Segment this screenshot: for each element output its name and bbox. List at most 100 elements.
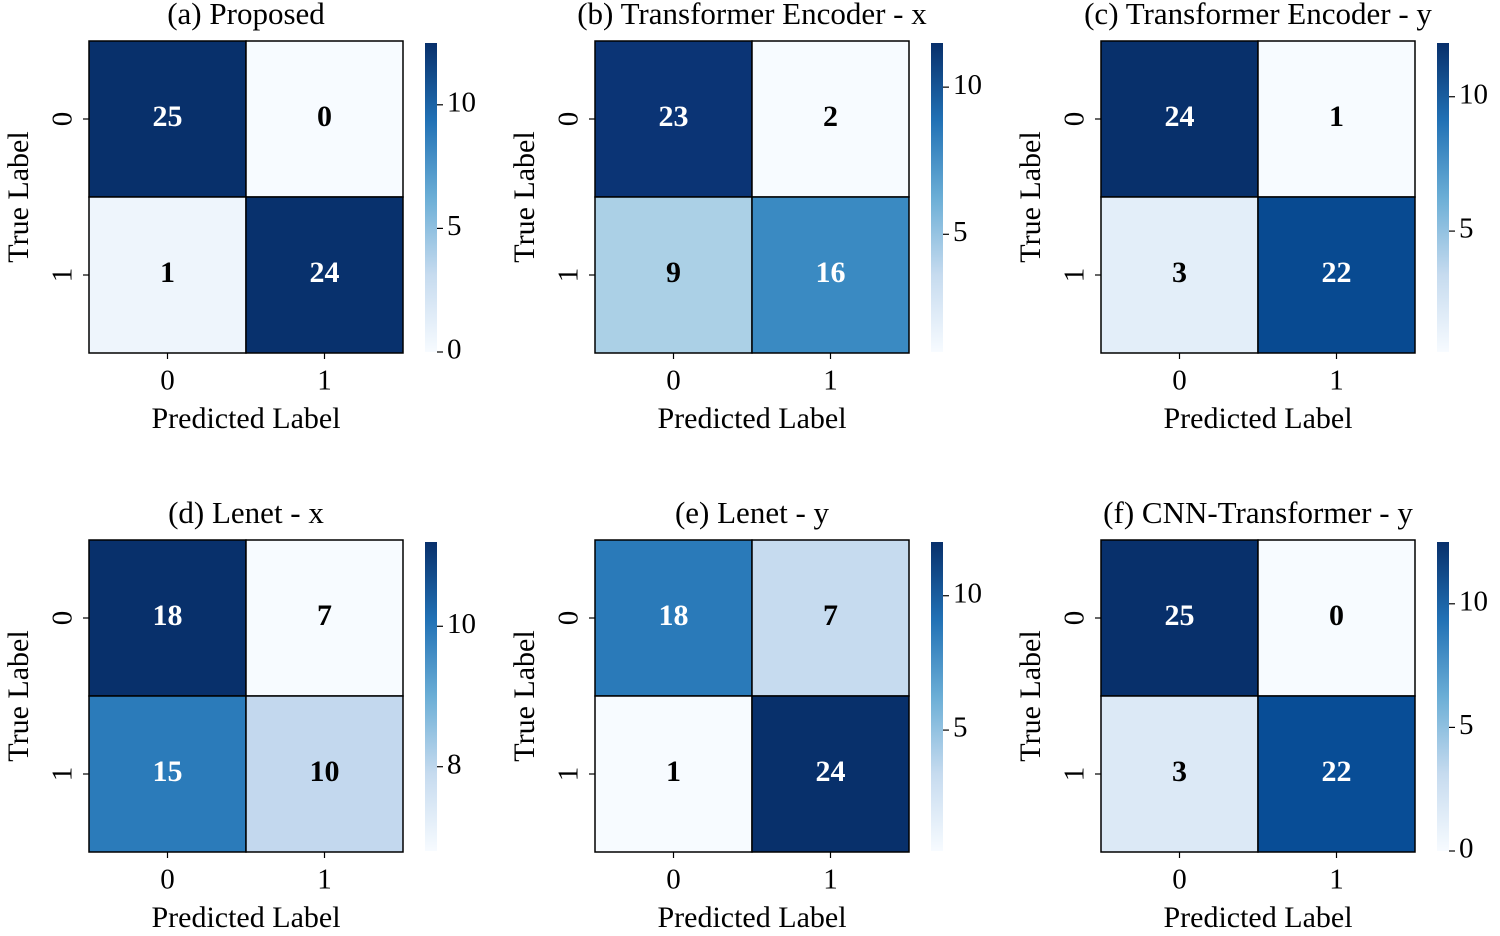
cell-label: 16 bbox=[816, 256, 846, 289]
colorbar-tick-label: 0 bbox=[1459, 833, 1474, 865]
cell-label: 24 bbox=[1165, 100, 1195, 133]
chart-title: (d) Lenet - x bbox=[168, 495, 324, 530]
x-axis-label: Predicted Label bbox=[1163, 901, 1352, 934]
y-axis-label: True Label bbox=[508, 630, 541, 761]
cell-label: 3 bbox=[1172, 256, 1187, 289]
heatmap-cell bbox=[1100, 40, 1259, 198]
y-tick-label: 1 bbox=[1059, 767, 1091, 782]
cell-label: 25 bbox=[153, 100, 183, 133]
cell-label: 25 bbox=[1165, 599, 1195, 632]
y-tick-label: 0 bbox=[1059, 112, 1091, 127]
heatmap-cell bbox=[1257, 695, 1416, 853]
colorbar-tick-label: 5 bbox=[1459, 213, 1474, 245]
cell-label: 2 bbox=[823, 100, 838, 133]
colorbar-tick-label: 10 bbox=[1459, 585, 1488, 617]
y-tick-label: 0 bbox=[47, 611, 79, 626]
cell-label: 15 bbox=[153, 755, 183, 788]
colorbar-tick-label: 5 bbox=[953, 712, 968, 744]
heatmap-cell bbox=[88, 196, 247, 354]
heatmap-cell bbox=[751, 40, 910, 198]
y-axis-label: True Label bbox=[2, 630, 35, 761]
x-tick-label: 0 bbox=[160, 864, 175, 896]
y-tick-label: 1 bbox=[1059, 268, 1091, 283]
y-axis-label: True Label bbox=[508, 131, 541, 262]
cell-label: 0 bbox=[317, 100, 332, 133]
colorbar-tick-label: 8 bbox=[447, 748, 462, 780]
cell-label: 10 bbox=[310, 755, 340, 788]
x-axis-label: Predicted Label bbox=[657, 402, 846, 435]
x-tick-label: 0 bbox=[1172, 864, 1187, 896]
colorbar-tick-label: 10 bbox=[1459, 78, 1488, 110]
colorbar bbox=[931, 542, 943, 851]
x-tick-label: 1 bbox=[317, 864, 332, 896]
cell-label: 1 bbox=[160, 256, 175, 289]
x-tick-label: 1 bbox=[823, 365, 838, 397]
colorbar-tick-label: 5 bbox=[1459, 709, 1474, 741]
cell-label: 0 bbox=[1329, 599, 1344, 632]
x-tick-label: 0 bbox=[666, 365, 681, 397]
heatmap-cell bbox=[245, 40, 404, 198]
heatmap-cell bbox=[1100, 695, 1259, 853]
chart-title: (e) Lenet - y bbox=[675, 495, 830, 530]
x-tick-label: 1 bbox=[317, 365, 332, 397]
heatmap-cell bbox=[1100, 196, 1259, 354]
x-axis-label: Predicted Label bbox=[1163, 402, 1352, 435]
heatmap-cell bbox=[1257, 196, 1416, 354]
cell-label: 1 bbox=[1329, 100, 1344, 133]
chart-title: (f) CNN-Transformer - y bbox=[1103, 495, 1413, 530]
x-tick-label: 1 bbox=[1329, 864, 1344, 896]
y-tick-label: 1 bbox=[553, 767, 585, 782]
cell-label: 23 bbox=[659, 100, 689, 133]
cell-label: 7 bbox=[823, 599, 838, 632]
cell-label: 22 bbox=[1322, 256, 1352, 289]
cell-label: 24 bbox=[816, 755, 846, 788]
cell-label: 18 bbox=[659, 599, 689, 632]
x-tick-label: 0 bbox=[160, 365, 175, 397]
heatmap-cell bbox=[594, 40, 753, 198]
x-axis-label: Predicted Label bbox=[151, 901, 340, 934]
heatmap-cell bbox=[245, 695, 404, 853]
heatmap-cell bbox=[751, 695, 910, 853]
colorbar bbox=[931, 43, 943, 352]
cell-label: 3 bbox=[1172, 755, 1187, 788]
y-axis-label: True Label bbox=[1014, 630, 1047, 761]
colorbar-tick-label: 10 bbox=[447, 608, 476, 640]
heatmap-cell bbox=[1257, 539, 1416, 697]
x-tick-label: 1 bbox=[823, 864, 838, 896]
heatmap-cell bbox=[594, 539, 753, 697]
y-tick-label: 1 bbox=[553, 268, 585, 283]
colorbar-tick-label: 10 bbox=[953, 577, 982, 609]
y-axis-label: True Label bbox=[1014, 131, 1047, 262]
y-tick-label: 1 bbox=[47, 268, 79, 283]
colorbar-tick-label: 10 bbox=[953, 69, 982, 101]
y-tick-label: 0 bbox=[47, 112, 79, 127]
x-tick-label: 0 bbox=[1172, 365, 1187, 397]
colorbar bbox=[1437, 542, 1449, 851]
chart-title: (b) Transformer Encoder - x bbox=[577, 0, 927, 31]
heatmap-cell bbox=[88, 40, 247, 198]
chart-title: (a) Proposed bbox=[167, 0, 325, 31]
colorbar bbox=[425, 43, 437, 352]
x-axis-label: Predicted Label bbox=[151, 402, 340, 435]
colorbar-tick-label: 5 bbox=[447, 210, 462, 242]
cell-label: 18 bbox=[153, 599, 183, 632]
heatmap-cell bbox=[1100, 539, 1259, 697]
x-tick-label: 0 bbox=[666, 864, 681, 896]
cell-label: 1 bbox=[666, 755, 681, 788]
y-tick-label: 1 bbox=[47, 767, 79, 782]
cell-label: 7 bbox=[317, 599, 332, 632]
heatmap-cell bbox=[245, 539, 404, 697]
x-axis-label: Predicted Label bbox=[657, 901, 846, 934]
heatmap-cell bbox=[751, 196, 910, 354]
cell-label: 22 bbox=[1322, 755, 1352, 788]
cell-label: 24 bbox=[310, 256, 340, 289]
colorbar-tick-label: 10 bbox=[447, 86, 476, 118]
colorbar bbox=[425, 542, 437, 851]
y-tick-label: 0 bbox=[1059, 611, 1091, 626]
heatmap-cell bbox=[594, 695, 753, 853]
chart-title: (c) Transformer Encoder - y bbox=[1084, 0, 1432, 31]
heatmap-cell bbox=[245, 196, 404, 354]
heatmap-cell bbox=[1257, 40, 1416, 198]
y-tick-label: 0 bbox=[553, 112, 585, 127]
